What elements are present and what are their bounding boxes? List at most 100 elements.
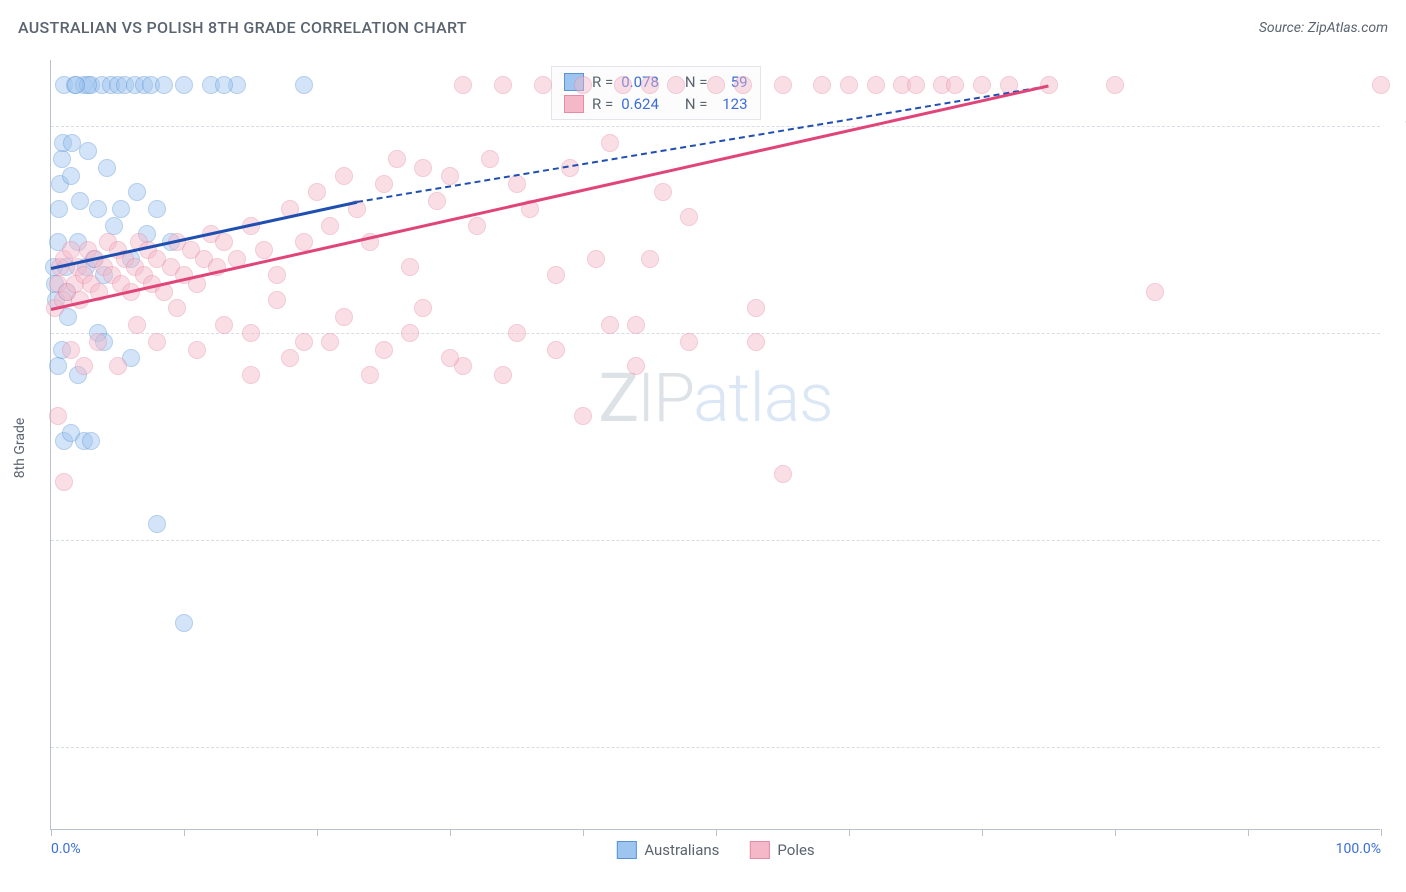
r-label: R = xyxy=(592,73,613,91)
y-tick-label: 97.5% xyxy=(1390,325,1406,341)
scatter-point-australians xyxy=(112,200,130,218)
scatter-point-australians xyxy=(53,150,71,168)
scatter-point-poles xyxy=(1146,283,1164,301)
scatter-point-poles xyxy=(813,76,831,94)
scatter-point-poles xyxy=(401,258,419,276)
y-tick-label: 100.0% xyxy=(1390,118,1406,134)
scatter-point-australians xyxy=(49,357,67,375)
scatter-point-poles xyxy=(62,341,80,359)
scatter-point-poles xyxy=(321,217,339,235)
scatter-point-poles xyxy=(361,366,379,384)
scatter-point-poles xyxy=(62,241,80,259)
gridline-h xyxy=(51,747,1380,748)
scatter-point-poles xyxy=(295,333,313,351)
legend-label: Australians xyxy=(644,841,719,859)
scatter-point-poles xyxy=(680,208,698,226)
scatter-point-australians xyxy=(155,76,173,94)
scatter-point-poles xyxy=(973,76,991,94)
watermark-zip: ZIP xyxy=(598,358,693,438)
legend-item: Australians xyxy=(616,841,719,859)
scatter-point-poles xyxy=(441,167,459,185)
scatter-point-poles xyxy=(335,308,353,326)
scatter-point-poles xyxy=(268,291,286,309)
x-tick xyxy=(583,829,584,836)
scatter-point-poles xyxy=(414,159,432,177)
source-attribution: Source: ZipAtlas.com xyxy=(1259,20,1388,36)
scatter-point-poles xyxy=(215,316,233,334)
scatter-point-australians xyxy=(62,167,80,185)
scatter-point-poles xyxy=(534,76,552,94)
scatter-point-poles xyxy=(188,341,206,359)
scatter-point-poles xyxy=(707,76,725,94)
x-tick xyxy=(1381,829,1382,836)
legend-swatch xyxy=(616,841,636,859)
scatter-point-poles xyxy=(574,76,592,94)
chart-header: AUSTRALIAN VS POLISH 8TH GRADE CORRELATI… xyxy=(18,18,1388,37)
scatter-point-poles xyxy=(109,357,127,375)
scatter-point-poles xyxy=(508,324,526,342)
x-tick xyxy=(184,829,185,836)
legend-label: Poles xyxy=(777,841,814,859)
scatter-point-poles xyxy=(255,241,273,259)
r-label: R = xyxy=(592,95,613,113)
scatter-point-australians xyxy=(50,200,68,218)
scatter-point-poles xyxy=(774,76,792,94)
n-label: N = xyxy=(685,95,708,113)
scatter-point-australians xyxy=(71,192,89,210)
chart-title: AUSTRALIAN VS POLISH 8TH GRADE CORRELATI… xyxy=(18,18,467,37)
gridline-h xyxy=(51,540,1380,541)
scatter-point-poles xyxy=(481,150,499,168)
x-tick xyxy=(51,829,52,836)
scatter-point-poles xyxy=(840,76,858,94)
scatter-plot-area: ZIPatlas R =0.078N =59R =0.624N =123 Aus… xyxy=(50,60,1380,830)
x-tick xyxy=(716,829,717,836)
x-tick-label: 0.0% xyxy=(51,841,81,857)
scatter-point-australians xyxy=(105,217,123,235)
legend-item: Poles xyxy=(749,841,814,859)
scatter-point-poles xyxy=(654,183,672,201)
x-tick xyxy=(450,829,451,836)
x-tick xyxy=(317,829,318,836)
legend-swatch xyxy=(749,841,769,859)
scatter-point-australians xyxy=(215,76,233,94)
scatter-point-poles xyxy=(454,76,472,94)
scatter-point-poles xyxy=(321,333,339,351)
x-tick xyxy=(1248,829,1249,836)
scatter-point-poles xyxy=(747,299,765,317)
scatter-point-poles xyxy=(734,76,752,94)
scatter-point-poles xyxy=(148,333,166,351)
stats-row: R = 0.624 N = 123 xyxy=(564,95,748,113)
scatter-point-poles xyxy=(627,357,645,375)
scatter-point-poles xyxy=(75,357,93,375)
scatter-point-poles xyxy=(907,76,925,94)
scatter-point-poles xyxy=(388,150,406,168)
scatter-point-poles xyxy=(747,333,765,351)
scatter-point-poles xyxy=(508,175,526,193)
scatter-point-australians xyxy=(98,159,116,177)
scatter-point-australians xyxy=(67,76,85,94)
scatter-point-poles xyxy=(494,366,512,384)
series-legend: Australians Poles xyxy=(616,841,814,859)
x-tick xyxy=(982,829,983,836)
scatter-point-australians xyxy=(79,142,97,160)
scatter-point-poles xyxy=(242,366,260,384)
scatter-point-poles xyxy=(242,324,260,342)
scatter-point-poles xyxy=(627,316,645,334)
scatter-point-poles xyxy=(168,299,186,317)
scatter-point-poles xyxy=(601,316,619,334)
x-tick xyxy=(1115,829,1116,836)
r-value: 0.624 xyxy=(621,95,659,113)
scatter-point-australians xyxy=(89,200,107,218)
scatter-point-poles xyxy=(1372,76,1390,94)
scatter-point-poles xyxy=(946,76,964,94)
scatter-point-poles xyxy=(375,175,393,193)
scatter-point-poles xyxy=(441,349,459,367)
scatter-point-poles xyxy=(89,333,107,351)
scatter-point-poles xyxy=(641,76,659,94)
scatter-point-poles xyxy=(128,316,146,334)
scatter-point-poles xyxy=(574,407,592,425)
n-value: 123 xyxy=(716,95,748,113)
scatter-point-poles xyxy=(268,266,286,284)
scatter-point-poles xyxy=(335,167,353,185)
scatter-point-poles xyxy=(1106,76,1124,94)
